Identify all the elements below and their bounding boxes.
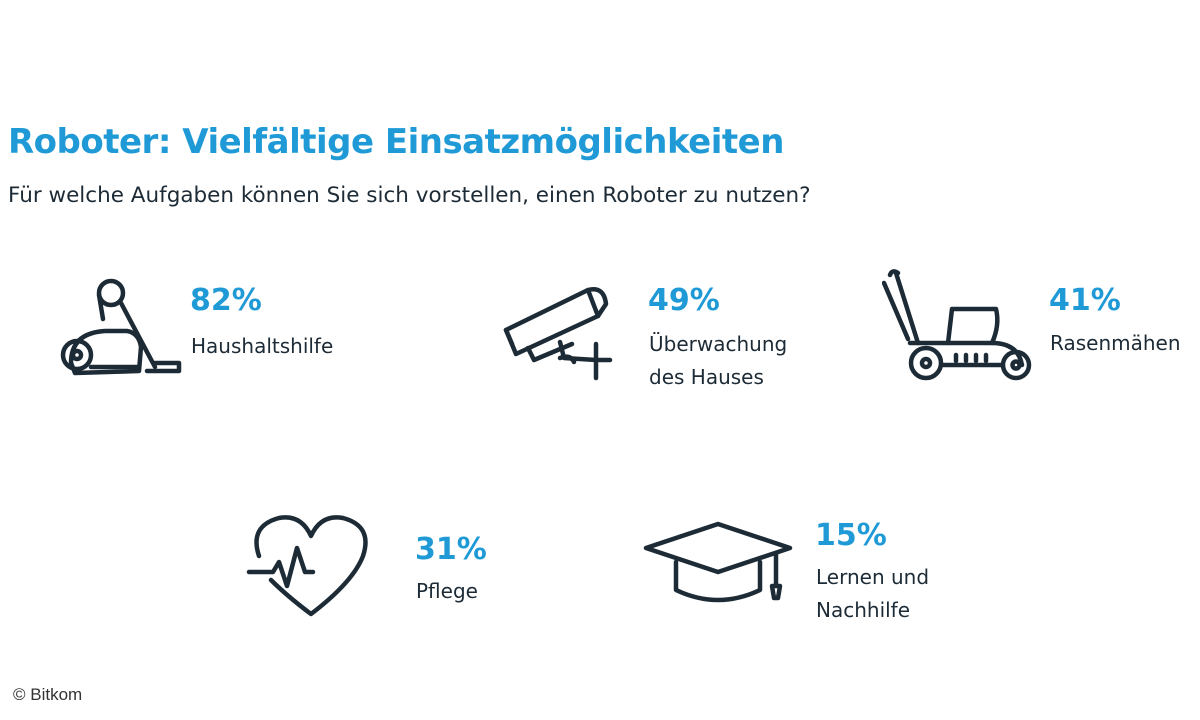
category-label-line: des Hauses	[649, 365, 764, 389]
category-label: Überwachung des Hauses	[649, 328, 787, 394]
value-label: 82%	[190, 283, 262, 318]
category-label: Haushaltshilfe	[191, 330, 333, 363]
category-label: Rasenmähen	[1050, 327, 1181, 360]
lawn-mower-icon	[882, 265, 1042, 387]
category-label: Pflege	[416, 575, 478, 608]
category-label-line: Pflege	[416, 579, 478, 603]
value-label: 31%	[415, 532, 487, 567]
source-credit: © Bitkom	[13, 685, 83, 704]
category-label-line: Haushaltshilfe	[191, 334, 334, 358]
vacuum-cleaner-icon	[55, 275, 185, 380]
value-label: 49%	[648, 283, 720, 318]
category-label-line: Überwachung	[649, 332, 788, 356]
value-label: 15%	[815, 518, 887, 553]
security-camera-icon	[500, 282, 625, 387]
category-label: Lernen und Nachhilfe	[816, 561, 929, 627]
heartbeat-icon	[245, 510, 380, 622]
value-label: 41%	[1049, 283, 1121, 318]
category-label-line: Lernen und	[816, 565, 930, 589]
category-label-line: Nachhilfe	[816, 598, 911, 622]
chart-subtitle: Für welche Aufgaben können Sie sich vors…	[8, 183, 811, 208]
category-label-line: Rasenmähen	[1050, 331, 1181, 355]
graduation-cap-icon	[640, 518, 795, 608]
chart-title: Roboter: Vielfältige Einsatzmöglichkeite…	[8, 122, 784, 162]
